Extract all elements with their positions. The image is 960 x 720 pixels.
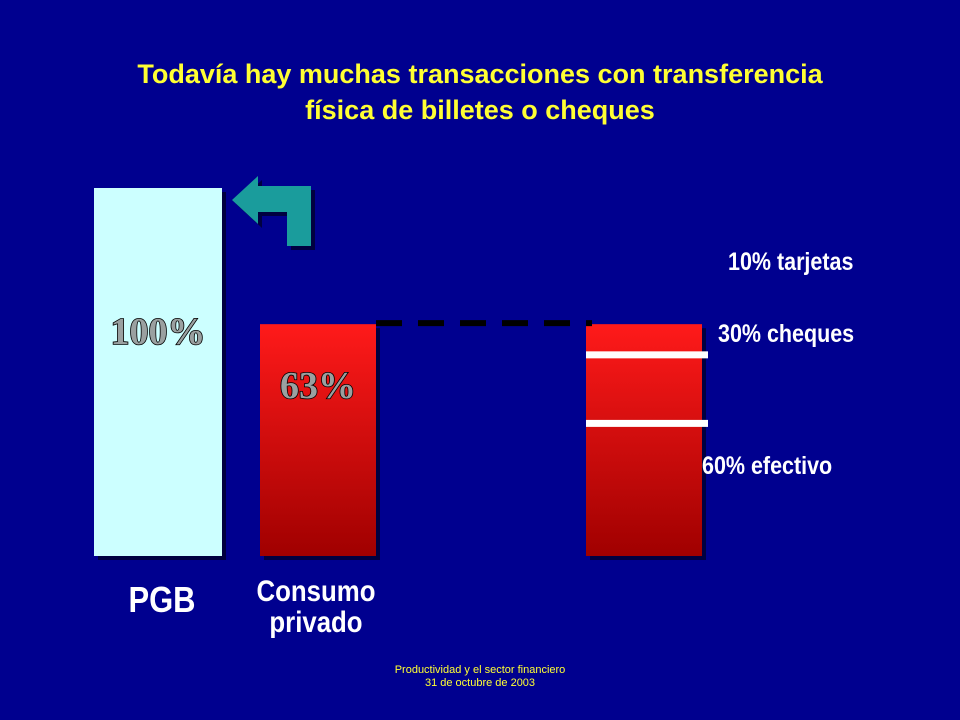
value-label-consumo-privado: 63% bbox=[280, 365, 356, 407]
segment-divider-1 bbox=[586, 351, 708, 359]
category-label-consumo-privado-line-1: Consumo bbox=[257, 574, 376, 607]
slide-title-line-2: física de billetes o cheques bbox=[305, 95, 655, 125]
segment-label-tarjetas: 10% tarjetas bbox=[728, 247, 853, 275]
segment-divider-2 bbox=[586, 419, 708, 427]
segment-label-cheques: 30% cheques bbox=[718, 319, 854, 347]
bar-payment-breakdown bbox=[586, 324, 702, 556]
segment-label-efectivo: 60% efectivo bbox=[702, 451, 832, 479]
bar-pgb bbox=[94, 188, 222, 556]
footer-line-1: Productividad y el sector financiero bbox=[394, 664, 566, 676]
turn-left-arrow-icon bbox=[232, 176, 311, 246]
category-label-consumo-privado-line-2: privado bbox=[269, 605, 362, 638]
footer-line-2: 31 de octubre de 2003 bbox=[424, 677, 536, 689]
category-label-pgb-line-1: PGB bbox=[128, 581, 195, 621]
slide-title-line-1: Todavía hay muchas transacciones con tra… bbox=[137, 59, 823, 89]
bar-consumo-privado bbox=[260, 324, 376, 556]
value-label-pgb: 100% bbox=[111, 311, 206, 353]
